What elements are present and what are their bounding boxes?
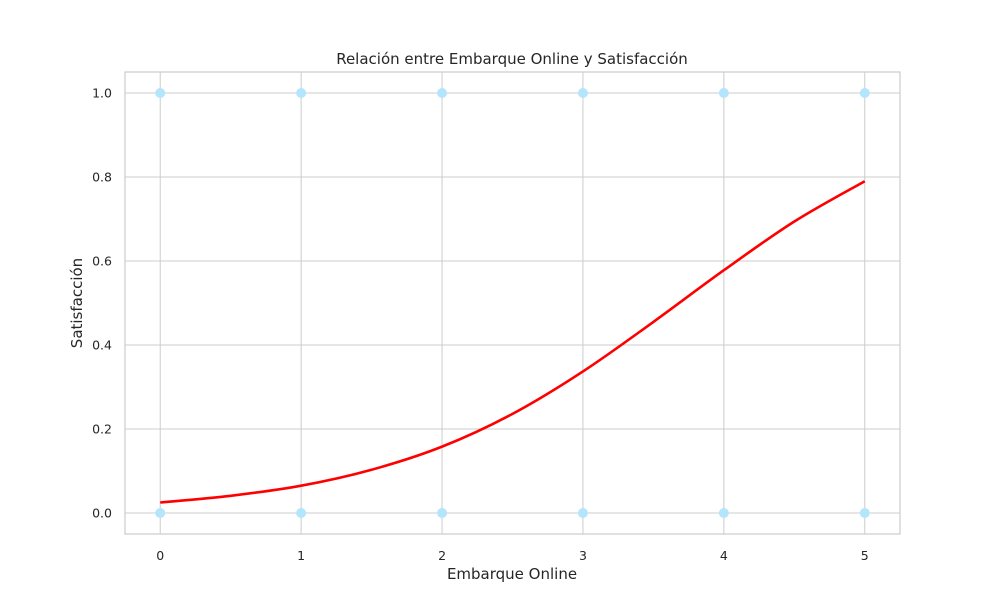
x-tick-label: 0 <box>156 548 164 563</box>
y-tick-label: 0.4 <box>92 338 112 353</box>
x-tick-label: 1 <box>297 548 305 563</box>
y-tick-label: 0.8 <box>92 170 112 185</box>
plot-frame <box>124 71 901 535</box>
data-point <box>859 508 870 518</box>
data-point <box>577 88 588 98</box>
data-point <box>718 88 729 98</box>
y-tick-label: 0.6 <box>92 254 112 269</box>
y-axis-label: Satisfacción <box>68 258 86 348</box>
x-axis-label: Embarque Online <box>447 565 577 583</box>
data-point <box>437 508 448 518</box>
data-point <box>437 88 448 98</box>
data-points <box>155 88 870 518</box>
data-point <box>296 508 307 518</box>
y-tick-label: 1.0 <box>92 86 112 101</box>
data-point <box>155 508 166 518</box>
x-tick-label: 5 <box>861 548 869 563</box>
x-tick-label: 2 <box>438 548 446 563</box>
data-point <box>296 88 307 98</box>
y-tick-label: 0.2 <box>92 422 112 437</box>
fitted-curve <box>160 180 866 504</box>
grid <box>125 72 900 534</box>
x-tick-labels: 0 1 2 3 4 5 <box>156 548 868 563</box>
chart-title: Relación entre Embarque Online y Satisfa… <box>336 50 688 68</box>
data-point <box>155 88 166 98</box>
x-tick-label: 3 <box>579 548 587 563</box>
data-point <box>859 88 870 98</box>
data-point <box>718 508 729 518</box>
data-point <box>577 508 588 518</box>
x-tick-label: 4 <box>720 548 728 563</box>
y-tick-label: 0.0 <box>92 506 112 521</box>
y-tick-labels: 0.0 0.2 0.4 0.6 0.8 1.0 <box>92 86 112 521</box>
